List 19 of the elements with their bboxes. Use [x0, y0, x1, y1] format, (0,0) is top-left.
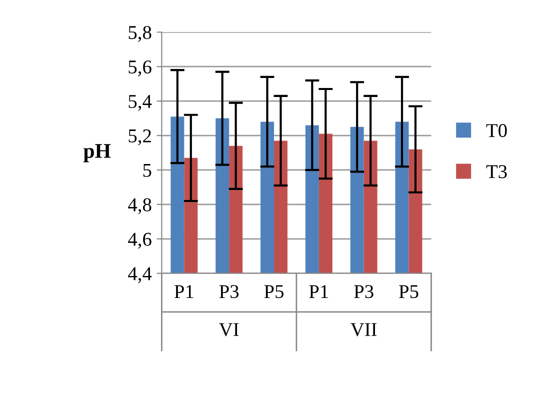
- y-tick-label: 5,2: [128, 129, 151, 146]
- y-tick-label: 5: [143, 164, 152, 177]
- y-tick-label: 5,8: [128, 26, 152, 42]
- x-tick-label: P3: [354, 285, 374, 298]
- x-tick-label: P1: [309, 285, 328, 298]
- x-tick-label: P3: [219, 285, 239, 298]
- y-tick-label: 4,6: [128, 232, 152, 249]
- y-tick-label: 4,4: [128, 267, 152, 284]
- y-tick-label: 5,4: [128, 95, 152, 111]
- x-tick-label: P1: [174, 285, 194, 298]
- legend-label: T3: [486, 165, 507, 178]
- x-tick-label: P5: [399, 285, 418, 298]
- legend-label: T0: [486, 124, 507, 138]
- y-tick-label: 4,8: [128, 198, 152, 214]
- y-axis-title: pH: [83, 144, 111, 162]
- x-tick-label: P5: [264, 285, 284, 298]
- text: VII: [350, 323, 377, 336]
- text: VI: [219, 323, 239, 336]
- y-tick-label: 5,6: [128, 60, 152, 76]
